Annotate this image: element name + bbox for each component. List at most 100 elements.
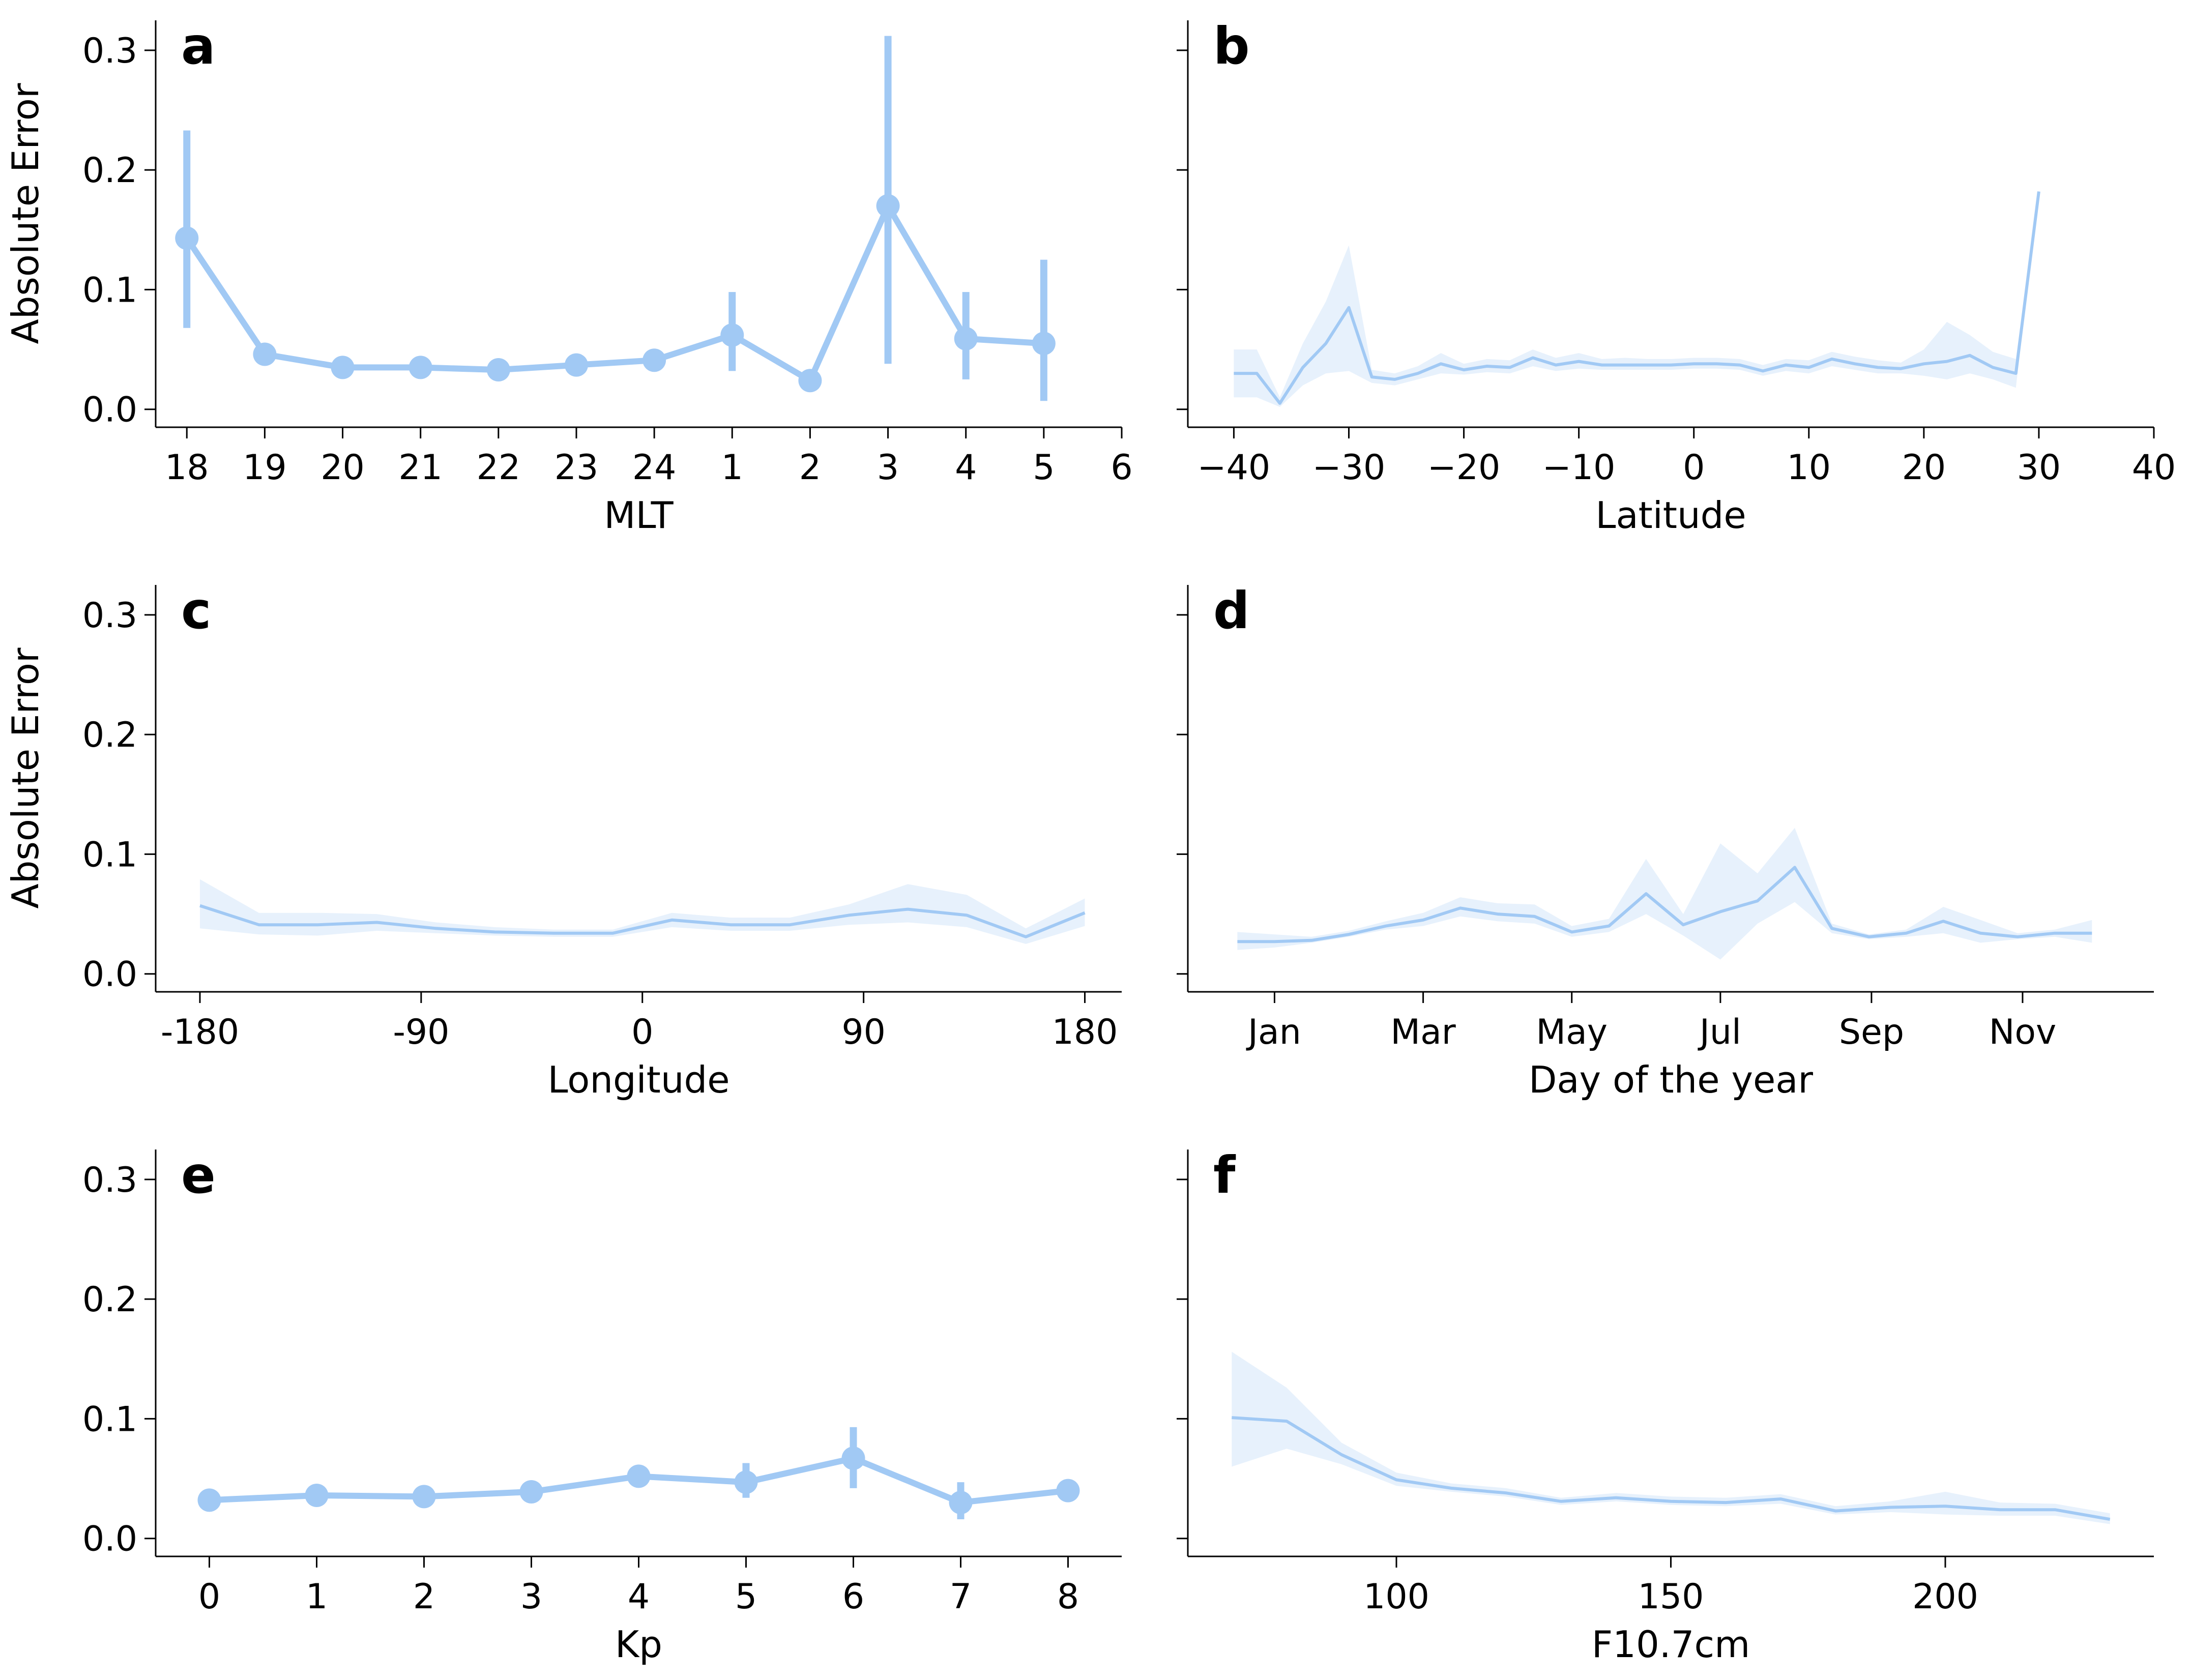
- panel-b-x-tick-label: 20: [1902, 448, 1946, 488]
- panel-a-data-point: [486, 358, 510, 382]
- panel-e-x-tick-label: 6: [842, 1577, 864, 1617]
- panel-e-x-tick-label: 3: [520, 1577, 542, 1617]
- panel-d-x-tick-label: Nov: [1989, 1012, 2057, 1052]
- panel-a-y-tick-label: 0.3: [82, 31, 137, 71]
- panel-b-x-tick-label: −20: [1427, 448, 1501, 488]
- panel-b-confidence-band: [1234, 191, 2039, 407]
- panel-a-x-tick-label: 24: [632, 448, 677, 488]
- panel-c-x-axis-label: Longitude: [547, 1058, 729, 1101]
- panel-a-data-point: [408, 356, 432, 379]
- panel-c-x-tick-label: 180: [1052, 1012, 1118, 1052]
- panel-a-data-point: [253, 342, 277, 366]
- panel-c-y-tick-label: 0.2: [82, 715, 137, 755]
- panel-c-y-axis-label: Absolute Error: [4, 647, 47, 908]
- panel-c-series-line: [199, 904, 1086, 938]
- panel-b-x-tick-label: 40: [2132, 448, 2176, 488]
- panel-a-x-tick-label: 2: [799, 448, 821, 488]
- panel-d-x-axis-label: Day of the year: [1529, 1058, 1813, 1101]
- panel-a-x-tick-label: 23: [554, 448, 599, 488]
- panel-e-data-point: [305, 1484, 329, 1507]
- panel-a-y-tick-label: 0.2: [82, 151, 137, 191]
- panel-e-x-axis-label: Kp: [615, 1623, 662, 1666]
- panel-e-data-point: [1056, 1479, 1080, 1502]
- panel-b-x-tick-label: −30: [1312, 448, 1386, 488]
- panel-d-x-tick-label: May: [1536, 1012, 1608, 1052]
- panel-f: 100 150 200 F10.7cm f: [1177, 1145, 2154, 1666]
- panel-a-data-point: [175, 226, 199, 250]
- panel-d-x-tick-label: Mar: [1390, 1012, 1455, 1052]
- panel-a-letter: a: [181, 16, 215, 76]
- panel-e-data-point: [949, 1491, 973, 1515]
- panel-a-data-point: [876, 194, 900, 218]
- panel-c-x-tick-label: -180: [161, 1012, 239, 1052]
- panel-a-data-point: [564, 353, 588, 377]
- panel-a-data-point: [1032, 332, 1056, 356]
- panel-f-x-tick-label: 150: [1638, 1577, 1704, 1617]
- panel-c-x-tick-label: -90: [393, 1012, 449, 1052]
- panel-c: 0.0 0.1 0.2 0.3 -180 -90 0 90 180 Longitude Absolu…: [4, 581, 1122, 1101]
- panel-b-x-tick-label: −40: [1197, 448, 1271, 488]
- panel-a-x-tick-label: 18: [165, 448, 209, 488]
- panel-f-x-tick-label: 200: [1912, 1577, 1978, 1617]
- panel-f-x-tick-label: 100: [1363, 1577, 1429, 1617]
- panel-c-letter: c: [181, 581, 211, 640]
- panel-e-data-point: [734, 1470, 758, 1494]
- panel-e-x-tick-label: 7: [950, 1577, 972, 1617]
- panel-a-series-line: [184, 202, 1044, 384]
- panel-d-x-tick-label: Sep: [1839, 1012, 1904, 1052]
- panel-a-y-axis-label: Absolute Error: [4, 83, 47, 344]
- panel-a: 0.00.10.20.318 19 20 21 22 23 24 1 2 3 4 5 6MLTAbsol…: [4, 16, 1133, 537]
- panel-a-x-tick-label: 3: [877, 448, 899, 488]
- panel-e-x-tick-label: 8: [1057, 1577, 1079, 1617]
- panel-d-x-tick-label: Jan: [1246, 1012, 1301, 1052]
- panel-e-data-point: [519, 1480, 543, 1504]
- panel-a-x-axis-label: MLT: [604, 494, 674, 537]
- panel-b-x-axis-label: Latitude: [1595, 494, 1746, 537]
- panel-a-data-point: [798, 369, 822, 393]
- panel-a-x-tick-label: 21: [398, 448, 443, 488]
- panel-c-x-tick-label: 90: [841, 1012, 886, 1052]
- panel-e-data-point: [627, 1464, 651, 1488]
- panel-b-x-tick-label: 0: [1683, 448, 1705, 488]
- panel-e-y-tick-label: 0.0: [82, 1519, 137, 1559]
- panel-f-confidence-band: [1232, 1351, 2110, 1524]
- panel-a-y-tick-label: 0.0: [82, 390, 137, 430]
- panel-d-x-tick-label: Jul: [1698, 1012, 1741, 1052]
- panel-e-x-tick-label: 5: [735, 1577, 757, 1617]
- panel-b-x-tick-label: 30: [2017, 448, 2061, 488]
- panel-b-x-tick-label: 10: [1787, 448, 1831, 488]
- panel-a-x-tick-label: 19: [243, 448, 287, 488]
- panel-a-x-tick-label: 1: [721, 448, 743, 488]
- panel-a-data-point: [954, 327, 978, 350]
- panel-b-letter: b: [1213, 16, 1250, 76]
- panel-c-x-tick-label: 0: [631, 1012, 653, 1052]
- panel-e-x-tick-label: 2: [413, 1577, 435, 1617]
- panel-d: Jan Mar May Jul Sep Nov Day of the year d: [1177, 581, 2154, 1101]
- panel-e-y-tick-label: 0.3: [82, 1160, 137, 1200]
- panel-a-x-tick-label: 4: [955, 448, 977, 488]
- panel-c-y-tick-label: 0.0: [82, 955, 137, 995]
- panel-e: 0.0 0.1 0.2 0.3 0 1 2 3 4 5 6 7 8 Kp e: [82, 1145, 1122, 1666]
- panel-f-x-axis-label: F10.7cm: [1592, 1623, 1750, 1666]
- panel-c-confidence-band: [200, 879, 1085, 944]
- panel-b: −40 −30 −20 −10 0 10 20 30 40 Latitude b: [1177, 16, 2176, 537]
- panel-e-data-point: [841, 1447, 865, 1470]
- panel-a-x-tick-label: 22: [477, 448, 521, 488]
- panel-f-letter: f: [1213, 1145, 1236, 1205]
- panel-e-letter: e: [181, 1145, 216, 1205]
- panel-e-y-tick-label: 0.2: [82, 1280, 137, 1320]
- panel-a-data-point: [720, 323, 744, 347]
- panel-a-x-tick-label: 6: [1111, 448, 1132, 488]
- panel-e-x-tick-label: 0: [198, 1577, 220, 1617]
- panel-c-y-tick-label: 0.1: [82, 835, 137, 875]
- panel-d-confidence-band: [1237, 828, 2092, 960]
- panel-a-y-tick-label: 0.1: [82, 270, 137, 310]
- panel-e-x-tick-label: 1: [306, 1577, 328, 1617]
- panel-d-letter: d: [1213, 581, 1250, 640]
- panel-e-x-tick-label: 4: [628, 1577, 650, 1617]
- panel-a-x-tick-label: 20: [320, 448, 365, 488]
- panel-e-data-point: [197, 1488, 221, 1512]
- panel-e-y-tick-label: 0.1: [82, 1399, 137, 1439]
- panel-a-data-point: [642, 348, 666, 372]
